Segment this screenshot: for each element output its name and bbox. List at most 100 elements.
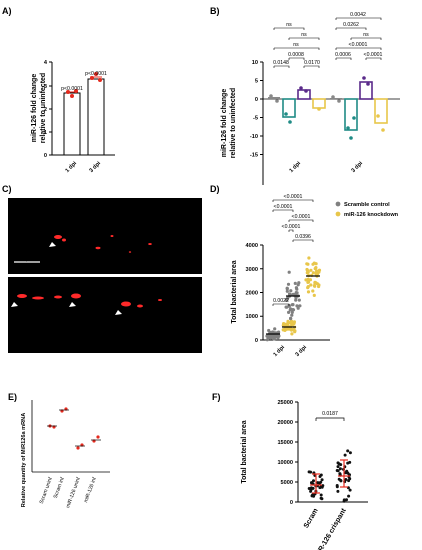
panel-label-a: A) <box>2 6 12 16</box>
d-point <box>314 262 318 266</box>
chart-e-ylabel: Relative quantity of MiR126a mRNA <box>21 413 27 508</box>
chart-b-ylabel-line1: miR-126 fold change <box>221 89 228 158</box>
b-point <box>352 116 356 120</box>
f-point <box>312 479 315 483</box>
d-point <box>287 270 291 274</box>
d-point <box>314 281 318 285</box>
e-point <box>76 446 80 450</box>
b-comp: <0.0001 <box>364 52 383 58</box>
d-point <box>289 328 294 332</box>
a-xtick-1dpi: 1 dpi <box>65 160 79 174</box>
b-comp: 0.0006 <box>335 52 351 58</box>
b-ytick: -15 <box>250 153 258 159</box>
f-ytick: 0 <box>290 500 293 506</box>
f-point <box>318 475 322 478</box>
b-ytick: -10 <box>250 134 258 140</box>
f-point <box>310 481 314 485</box>
d-comp: <0.0001 <box>274 204 293 210</box>
b-point <box>346 126 350 130</box>
b-bar <box>374 98 388 124</box>
e-xtick: miR-126 inf <box>83 476 98 504</box>
b-point <box>304 89 308 93</box>
d-point <box>294 295 298 300</box>
bacteria-cluster <box>121 301 131 307</box>
b-point <box>366 82 370 86</box>
d-point <box>306 290 311 294</box>
d-point <box>297 298 301 302</box>
f-point <box>307 470 311 474</box>
f-point <box>318 481 321 485</box>
micro-image-knockdown <box>8 277 202 353</box>
scale-bar-label: 200 µm <box>14 256 34 262</box>
d-ytick: 0 <box>255 338 258 344</box>
bacteria-cluster <box>32 296 44 300</box>
panel-label-b: B) <box>210 6 220 16</box>
arrowhead-icon <box>11 302 18 307</box>
d-xtick-3dpi: 3 dpi <box>295 344 309 358</box>
chart-d: Total bacterial area 0 1000 2000 3000 40… <box>231 194 399 358</box>
f-point <box>343 453 347 457</box>
d-point <box>306 270 310 274</box>
d-point <box>286 296 290 300</box>
b-point <box>381 128 385 132</box>
f-point <box>336 469 340 473</box>
chart-f: Total bacterial area 0 5000 10000 15000 … <box>241 400 368 550</box>
bacteria-cluster <box>95 246 101 250</box>
f-point <box>348 488 352 492</box>
d-ytick: 3000 <box>246 267 258 273</box>
b-ytick: -5 <box>253 116 258 122</box>
f-point <box>346 461 350 465</box>
chart-a-bar-1dpi <box>63 92 81 156</box>
bacteria-cluster <box>110 235 114 237</box>
micro-arrowheads <box>11 242 122 315</box>
f-ytick: 20000 <box>277 420 293 426</box>
d-point <box>287 304 291 308</box>
b-comp: 0.0008 <box>288 52 304 58</box>
d-point <box>314 266 318 270</box>
d-point <box>289 289 293 293</box>
b-xtick-1dpi: 1 dpi <box>289 160 303 174</box>
d-ytick: 4000 <box>246 243 258 249</box>
b-point <box>299 86 303 90</box>
d-point <box>293 281 297 285</box>
f-point <box>336 465 340 469</box>
bacteria-cluster <box>158 299 162 301</box>
d-point <box>309 268 313 272</box>
d-point <box>309 283 313 287</box>
f-point <box>319 493 323 497</box>
b-bar <box>359 81 373 100</box>
d-point <box>287 321 291 325</box>
b-point <box>337 99 341 103</box>
e-xtick: miR-126 uninf <box>65 476 82 509</box>
d-point <box>274 335 278 339</box>
chart-e-means <box>47 409 101 447</box>
chart-a-bar-3dpi <box>87 78 105 156</box>
d-comp: 0.0022 <box>273 298 289 304</box>
micro-image-scramble <box>8 198 202 274</box>
d-point <box>290 303 294 307</box>
chart-f-yticks: 0 5000 10000 15000 20000 25000 <box>277 400 298 506</box>
d-point <box>289 317 293 321</box>
legend-label-knockdown: miR-126 knockdown <box>344 212 399 218</box>
d-point <box>287 310 291 314</box>
chart-a-ylabel-line1: miR-126 fold change <box>31 74 38 143</box>
f-point <box>338 467 342 471</box>
d-point <box>292 321 296 325</box>
chart-b-yticks: 10 5 0 -5 -10 -15 <box>250 60 263 159</box>
bacteria-cluster <box>17 294 27 298</box>
d-point <box>290 332 294 336</box>
d-point <box>304 278 308 282</box>
f-point <box>320 478 324 482</box>
d-point <box>289 307 293 311</box>
d-point <box>315 269 319 273</box>
d-point <box>306 286 310 290</box>
arrowhead-icon <box>69 302 76 307</box>
a-ytick-2: 2 <box>44 107 47 113</box>
d-point <box>286 282 291 286</box>
f-point <box>337 462 341 466</box>
a-ytick-4: 4 <box>44 60 48 66</box>
e-xtick: Scram inf <box>53 476 66 499</box>
a-pval-3dpi: p<0.0001 <box>85 71 107 77</box>
chart-b-ylabel-line2: relative to uninfected <box>230 88 237 158</box>
